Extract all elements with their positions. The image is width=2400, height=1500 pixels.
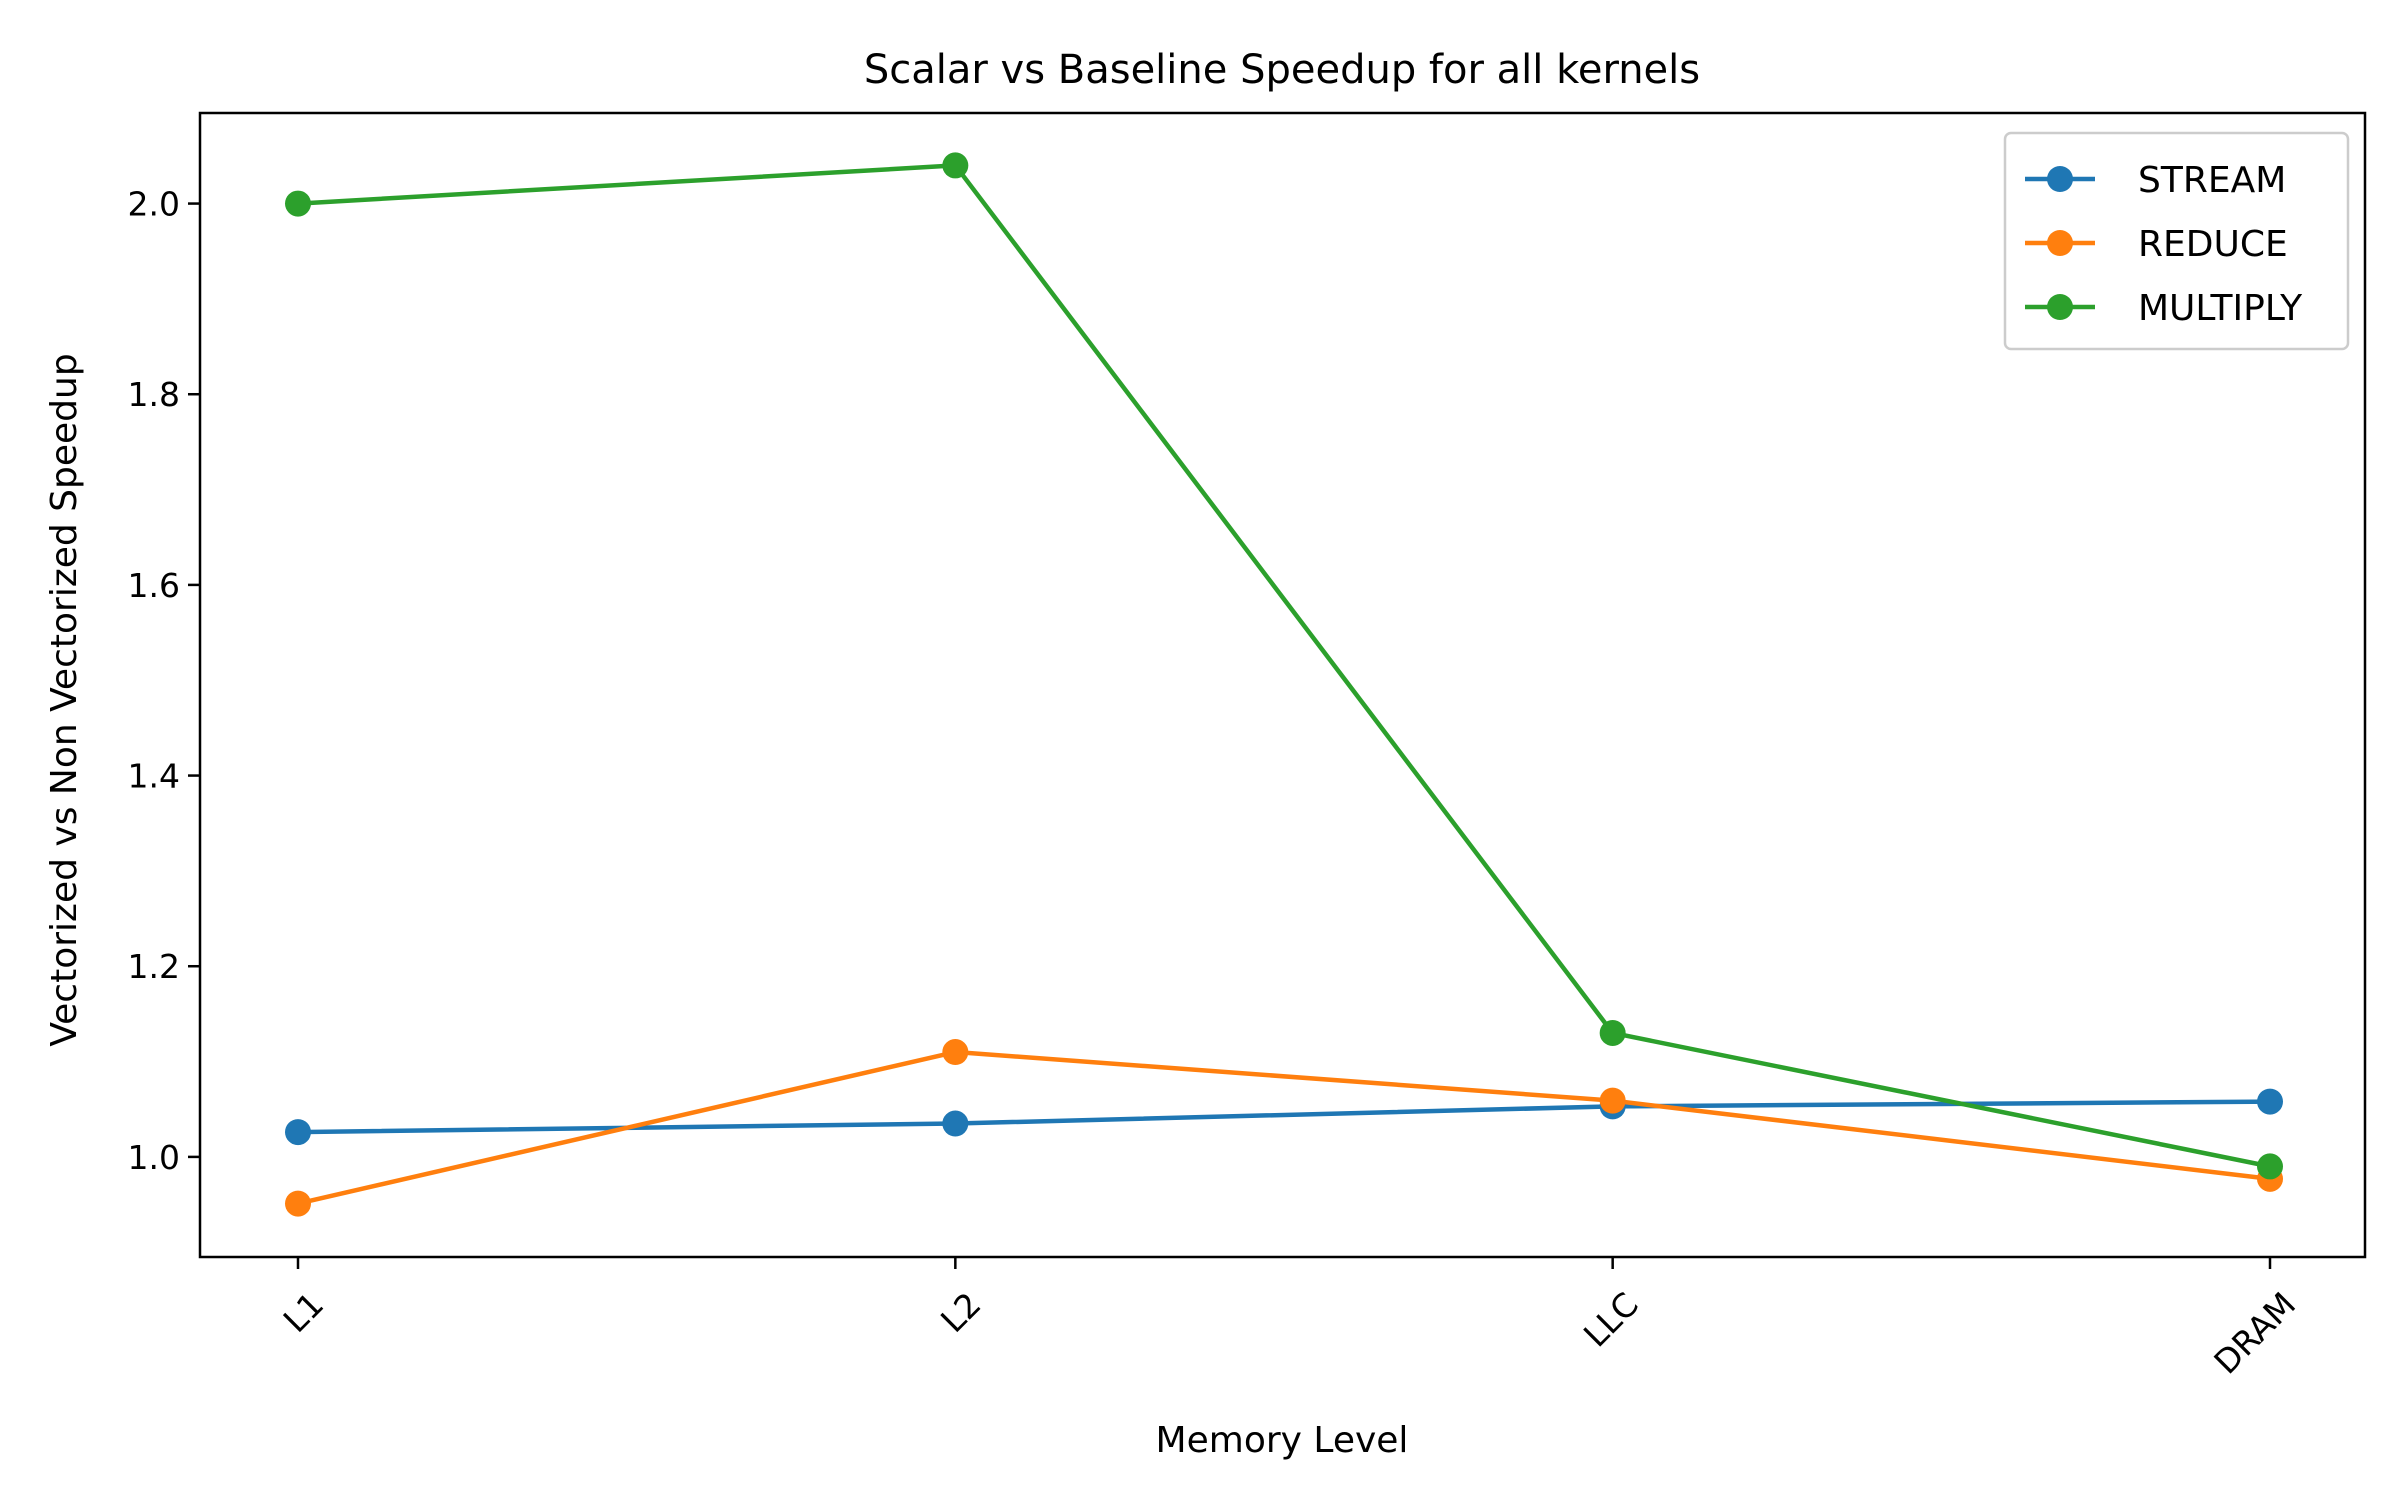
plot-area-frame	[198, 111, 2367, 1259]
data-point-stream	[285, 1119, 311, 1146]
y-axis-label: Vectorized vs Non Vectorized Speedup	[44, 353, 85, 1046]
data-point-stream	[942, 1110, 969, 1137]
legend-label-stream: STREAM	[2138, 160, 2286, 201]
legend-label-multiply: MULTIPLY	[2138, 288, 2303, 329]
data-point-reduce	[285, 1190, 311, 1217]
x-axis-label: Memory Level	[1156, 1420, 1409, 1461]
legend-marker-stream	[2047, 166, 2073, 192]
legend: STREAM REDUCE MULTIPLY	[2003, 131, 2350, 351]
data-point-stream	[2257, 1088, 2283, 1115]
series-line-reduce	[295, 1049, 2273, 1207]
data-point-multiply	[1599, 1019, 1626, 1046]
series-multiply	[285, 152, 2283, 1180]
y-tick-label: 1.6	[128, 566, 180, 605]
legend-label-reduce: REDUCE	[2138, 224, 2288, 265]
series-line-multiply	[295, 163, 2273, 1170]
data-point-multiply	[942, 152, 969, 179]
legend-box	[2003, 131, 2350, 351]
y-tick-label: 1.0	[128, 1138, 180, 1177]
legend-marker-multiply	[2047, 294, 2073, 320]
y-tick-label: 2.0	[128, 185, 180, 224]
data-point-reduce	[1599, 1087, 1626, 1114]
series-layer	[285, 152, 2283, 1217]
data-point-multiply	[2257, 1153, 2283, 1180]
data-point-reduce	[942, 1039, 969, 1066]
y-tick-label: 1.8	[128, 375, 180, 414]
y-tick-label: 1.2	[128, 947, 180, 986]
chart-title: Scalar vs Baseline Speedup for all kerne…	[864, 47, 1700, 93]
data-point-multiply	[285, 190, 311, 217]
y-tick-label: 1.4	[128, 757, 180, 796]
legend-marker-reduce	[2047, 230, 2073, 256]
